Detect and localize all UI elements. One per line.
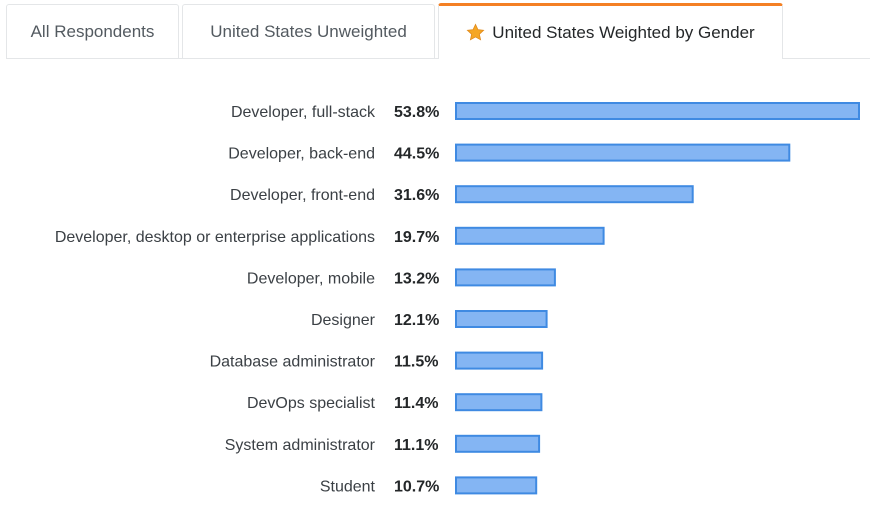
- bar: [455, 434, 541, 453]
- value-label: 11.1%: [394, 437, 438, 454]
- value-label: 44.5%: [394, 146, 439, 163]
- bar: [455, 351, 544, 370]
- bar-row: Developer, full-stack 53.8%: [231, 102, 860, 121]
- bar: [455, 310, 548, 328]
- bar-row: DevOps specialist 11.4%: [247, 393, 543, 412]
- category-label: Developer, back-end: [228, 146, 375, 163]
- bar: [455, 185, 694, 204]
- bar: [455, 476, 538, 495]
- bar: [455, 226, 605, 245]
- category-label: System administrator: [225, 437, 376, 454]
- bar-row: Developer, back-end 44.5%: [228, 143, 791, 163]
- value-label: 13.2%: [394, 270, 439, 287]
- bar-row: Database administrator 11.5%: [210, 351, 544, 371]
- tab-united-states-unweighted[interactable]: United States Unweighted: [182, 4, 435, 58]
- bar: [455, 143, 791, 162]
- tab-label: All Respondents: [30, 21, 155, 41]
- category-label: DevOps specialist: [247, 395, 376, 412]
- value-label: 31.6%: [394, 187, 439, 204]
- value-label: 10.7%: [394, 478, 439, 495]
- bar-row: Developer, front-end 31.6%: [230, 185, 694, 204]
- value-label: 11.5%: [394, 354, 438, 371]
- bar-row: Designer 12.1%: [311, 310, 548, 329]
- category-label: Developer, front-end: [230, 187, 375, 204]
- category-label: Developer, mobile: [247, 270, 375, 287]
- tab-label: United States Unweighted: [210, 21, 407, 41]
- tab-label: United States Weighted by Gender: [492, 22, 755, 42]
- value-label: 11.4%: [394, 395, 438, 412]
- tab-united-states-weighted-by-gender[interactable]: United States Weighted by Gender: [438, 3, 783, 59]
- category-label: Student: [320, 478, 376, 495]
- category-label: Database administrator: [210, 354, 376, 371]
- bar-row: System administrator 11.1%: [225, 434, 541, 454]
- value-label: 53.8%: [394, 104, 439, 121]
- bar: [455, 393, 543, 412]
- bar: [455, 268, 556, 287]
- bar: [455, 102, 860, 120]
- tab-bar: All Respondents United States Unweighted…: [0, 0, 870, 60]
- tab-all-respondents[interactable]: All Respondents: [6, 4, 179, 58]
- category-label: Developer, desktop or enterprise applica…: [55, 229, 375, 246]
- bar-row: Developer, desktop or enterprise applica…: [55, 226, 605, 246]
- category-label: Developer, full-stack: [231, 104, 376, 121]
- star-icon: [466, 23, 485, 42]
- value-label: 12.1%: [394, 312, 439, 329]
- value-label: 19.7%: [394, 229, 439, 246]
- bar-chart: Developer, full-stack 53.8% Developer, bac…: [55, 102, 860, 495]
- bar-row: Developer, mobile 13.2%: [247, 268, 556, 287]
- bar-row: Student 10.7%: [320, 476, 538, 495]
- category-label: Designer: [311, 312, 376, 329]
